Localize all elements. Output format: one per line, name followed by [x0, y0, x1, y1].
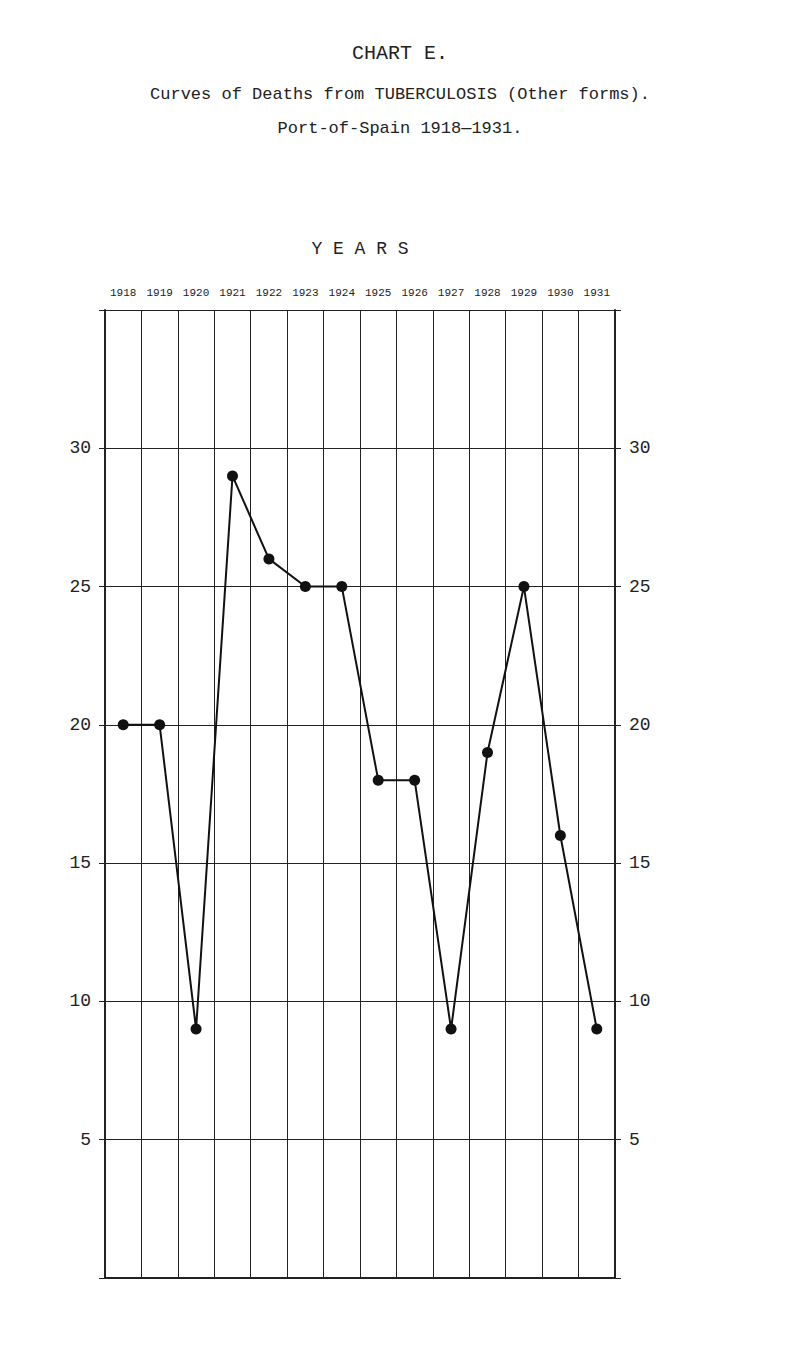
- svg-text:15: 15: [69, 853, 91, 873]
- svg-text:5: 5: [80, 1130, 91, 1150]
- svg-text:15: 15: [629, 853, 651, 873]
- svg-text:1922: 1922: [256, 287, 282, 299]
- svg-text:5: 5: [629, 1130, 640, 1150]
- svg-text:10: 10: [629, 991, 651, 1011]
- svg-text:20: 20: [629, 715, 651, 735]
- svg-text:Y E A R S: Y E A R S: [311, 239, 408, 259]
- svg-text:1918: 1918: [110, 287, 136, 299]
- svg-text:1919: 1919: [146, 287, 172, 299]
- svg-text:Port-of-Spain 1918—1931.: Port-of-Spain 1918—1931.: [278, 119, 523, 138]
- svg-text:25: 25: [69, 577, 91, 597]
- svg-text:25: 25: [629, 577, 651, 597]
- svg-text:1928: 1928: [474, 287, 500, 299]
- svg-text:1925: 1925: [365, 287, 391, 299]
- svg-text:1926: 1926: [401, 287, 427, 299]
- svg-text:1923: 1923: [292, 287, 318, 299]
- svg-text:30: 30: [629, 438, 651, 458]
- svg-text:CHART E.: CHART E.: [352, 42, 448, 65]
- svg-text:1929: 1929: [511, 287, 537, 299]
- svg-text:Curves of Deaths from TUBERCUL: Curves of Deaths from TUBERCULOSIS (Othe…: [150, 85, 650, 104]
- svg-text:1924: 1924: [329, 287, 356, 299]
- svg-text:30: 30: [69, 438, 91, 458]
- svg-text:1927: 1927: [438, 287, 464, 299]
- svg-text:1931: 1931: [584, 287, 611, 299]
- svg-text:10: 10: [69, 991, 91, 1011]
- svg-text:1930: 1930: [547, 287, 573, 299]
- svg-text:1920: 1920: [183, 287, 209, 299]
- svg-text:20: 20: [69, 715, 91, 735]
- svg-text:1921: 1921: [219, 287, 246, 299]
